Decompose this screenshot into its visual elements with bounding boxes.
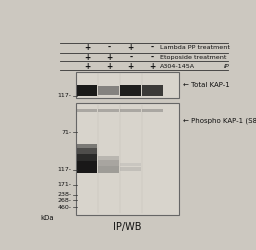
Text: -: - <box>108 43 111 52</box>
Text: 238-: 238- <box>58 192 72 198</box>
Text: +: + <box>84 43 90 52</box>
Bar <box>142 85 163 96</box>
Text: 117-: 117- <box>58 167 72 172</box>
Text: IP/WB: IP/WB <box>113 222 142 232</box>
Text: ← Total KAP-1: ← Total KAP-1 <box>183 82 230 88</box>
Text: 460-: 460- <box>58 205 72 210</box>
Bar <box>99 160 119 166</box>
Text: +: + <box>106 53 112 62</box>
Text: +: + <box>128 62 134 71</box>
Text: 71-: 71- <box>61 130 72 135</box>
Bar <box>76 72 179 98</box>
Bar <box>99 156 119 160</box>
Bar <box>77 161 98 173</box>
Text: +: + <box>84 53 90 62</box>
Text: 268-: 268- <box>58 198 72 203</box>
Text: 171-: 171- <box>58 182 72 188</box>
Bar <box>99 86 119 96</box>
Text: Lambda PP treatment: Lambda PP treatment <box>160 45 230 50</box>
Bar <box>120 167 141 171</box>
Bar <box>120 163 141 166</box>
Text: 117-: 117- <box>58 93 72 98</box>
Bar <box>99 166 119 173</box>
Bar <box>120 85 141 96</box>
Bar <box>77 148 98 154</box>
Text: IP: IP <box>224 64 229 69</box>
Bar <box>120 109 141 112</box>
Text: -: - <box>151 53 154 62</box>
Text: A304-145A: A304-145A <box>160 64 195 69</box>
Text: +: + <box>128 43 134 52</box>
Bar <box>77 109 98 112</box>
Text: ← Phospho KAP-1 (S824): ← Phospho KAP-1 (S824) <box>183 117 256 124</box>
Text: kDa: kDa <box>40 215 54 221</box>
Text: +: + <box>106 62 112 71</box>
Bar <box>77 144 98 148</box>
Text: Etoposide treatment: Etoposide treatment <box>160 55 226 60</box>
Text: -: - <box>151 43 154 52</box>
Text: +: + <box>84 62 90 71</box>
Bar <box>99 109 119 112</box>
Bar <box>77 154 98 161</box>
Bar <box>77 85 98 96</box>
Text: -: - <box>129 53 132 62</box>
Bar <box>76 103 179 215</box>
Bar <box>142 109 163 112</box>
Text: +: + <box>150 62 156 71</box>
